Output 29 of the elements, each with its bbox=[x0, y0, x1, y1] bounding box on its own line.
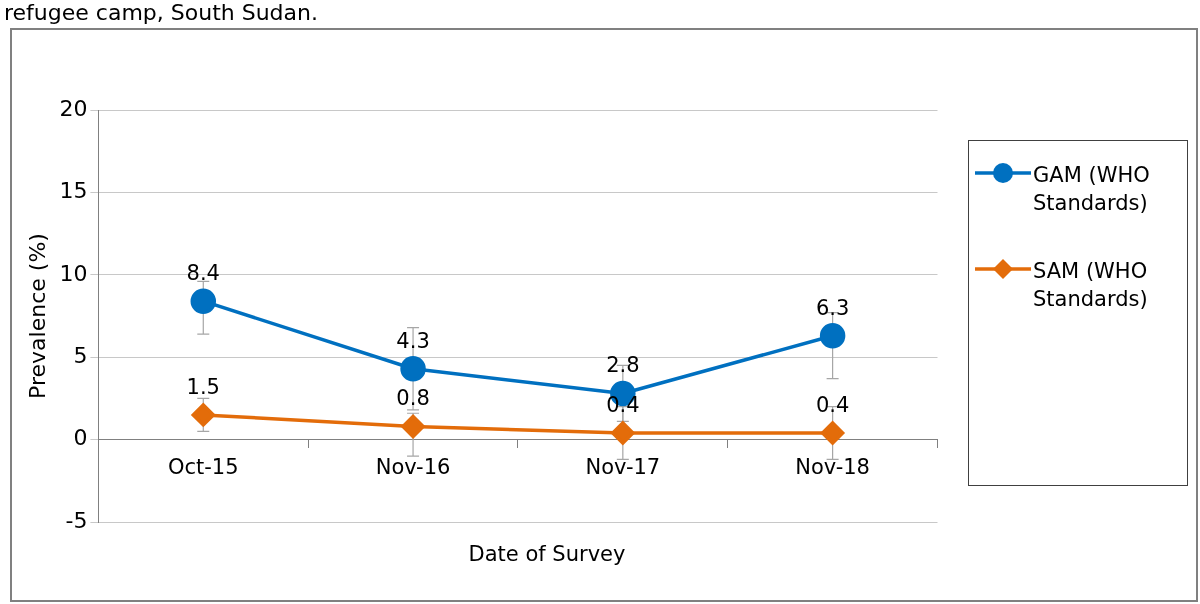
data-label: 4.3 bbox=[396, 328, 430, 353]
point bbox=[191, 403, 216, 427]
y-tick-label: 0 bbox=[73, 425, 88, 451]
y-tick-label: 10 bbox=[59, 260, 88, 286]
x-tick-label: Oct-15 bbox=[167, 454, 239, 479]
data-label: 0.4 bbox=[815, 392, 850, 417]
x-axis-title: Date of Survey bbox=[467, 542, 627, 566]
y-tick-label: 15 bbox=[59, 178, 88, 204]
x-tick-label: Nov-16 bbox=[375, 454, 451, 479]
point bbox=[611, 421, 635, 445]
point bbox=[400, 355, 426, 382]
y-tick-label: 20 bbox=[59, 95, 88, 121]
y-tick-label: 5 bbox=[73, 342, 88, 368]
point bbox=[820, 421, 845, 445]
x-tick-label: Nov-18 bbox=[795, 454, 870, 479]
point bbox=[819, 323, 846, 349]
data-label: 2.8 bbox=[606, 353, 640, 378]
data-label: 1.5 bbox=[186, 374, 220, 399]
chart-title: refugee camp, South Sudan. bbox=[3, 0, 319, 26]
point bbox=[401, 414, 425, 439]
data-label: 6.3 bbox=[815, 295, 850, 320]
data-label: 0.8 bbox=[396, 386, 430, 411]
data-label: 8.4 bbox=[186, 261, 220, 286]
point bbox=[190, 288, 217, 314]
x-tick-label: Nov-17 bbox=[585, 454, 661, 479]
legend-label: SAM (WHO Standards) bbox=[1033, 258, 1149, 313]
y-tick-label: -5 bbox=[65, 507, 88, 533]
y-axis-title: Prevalence (%) bbox=[24, 233, 50, 399]
legend-label: GAM (WHO Standards) bbox=[1033, 162, 1151, 217]
